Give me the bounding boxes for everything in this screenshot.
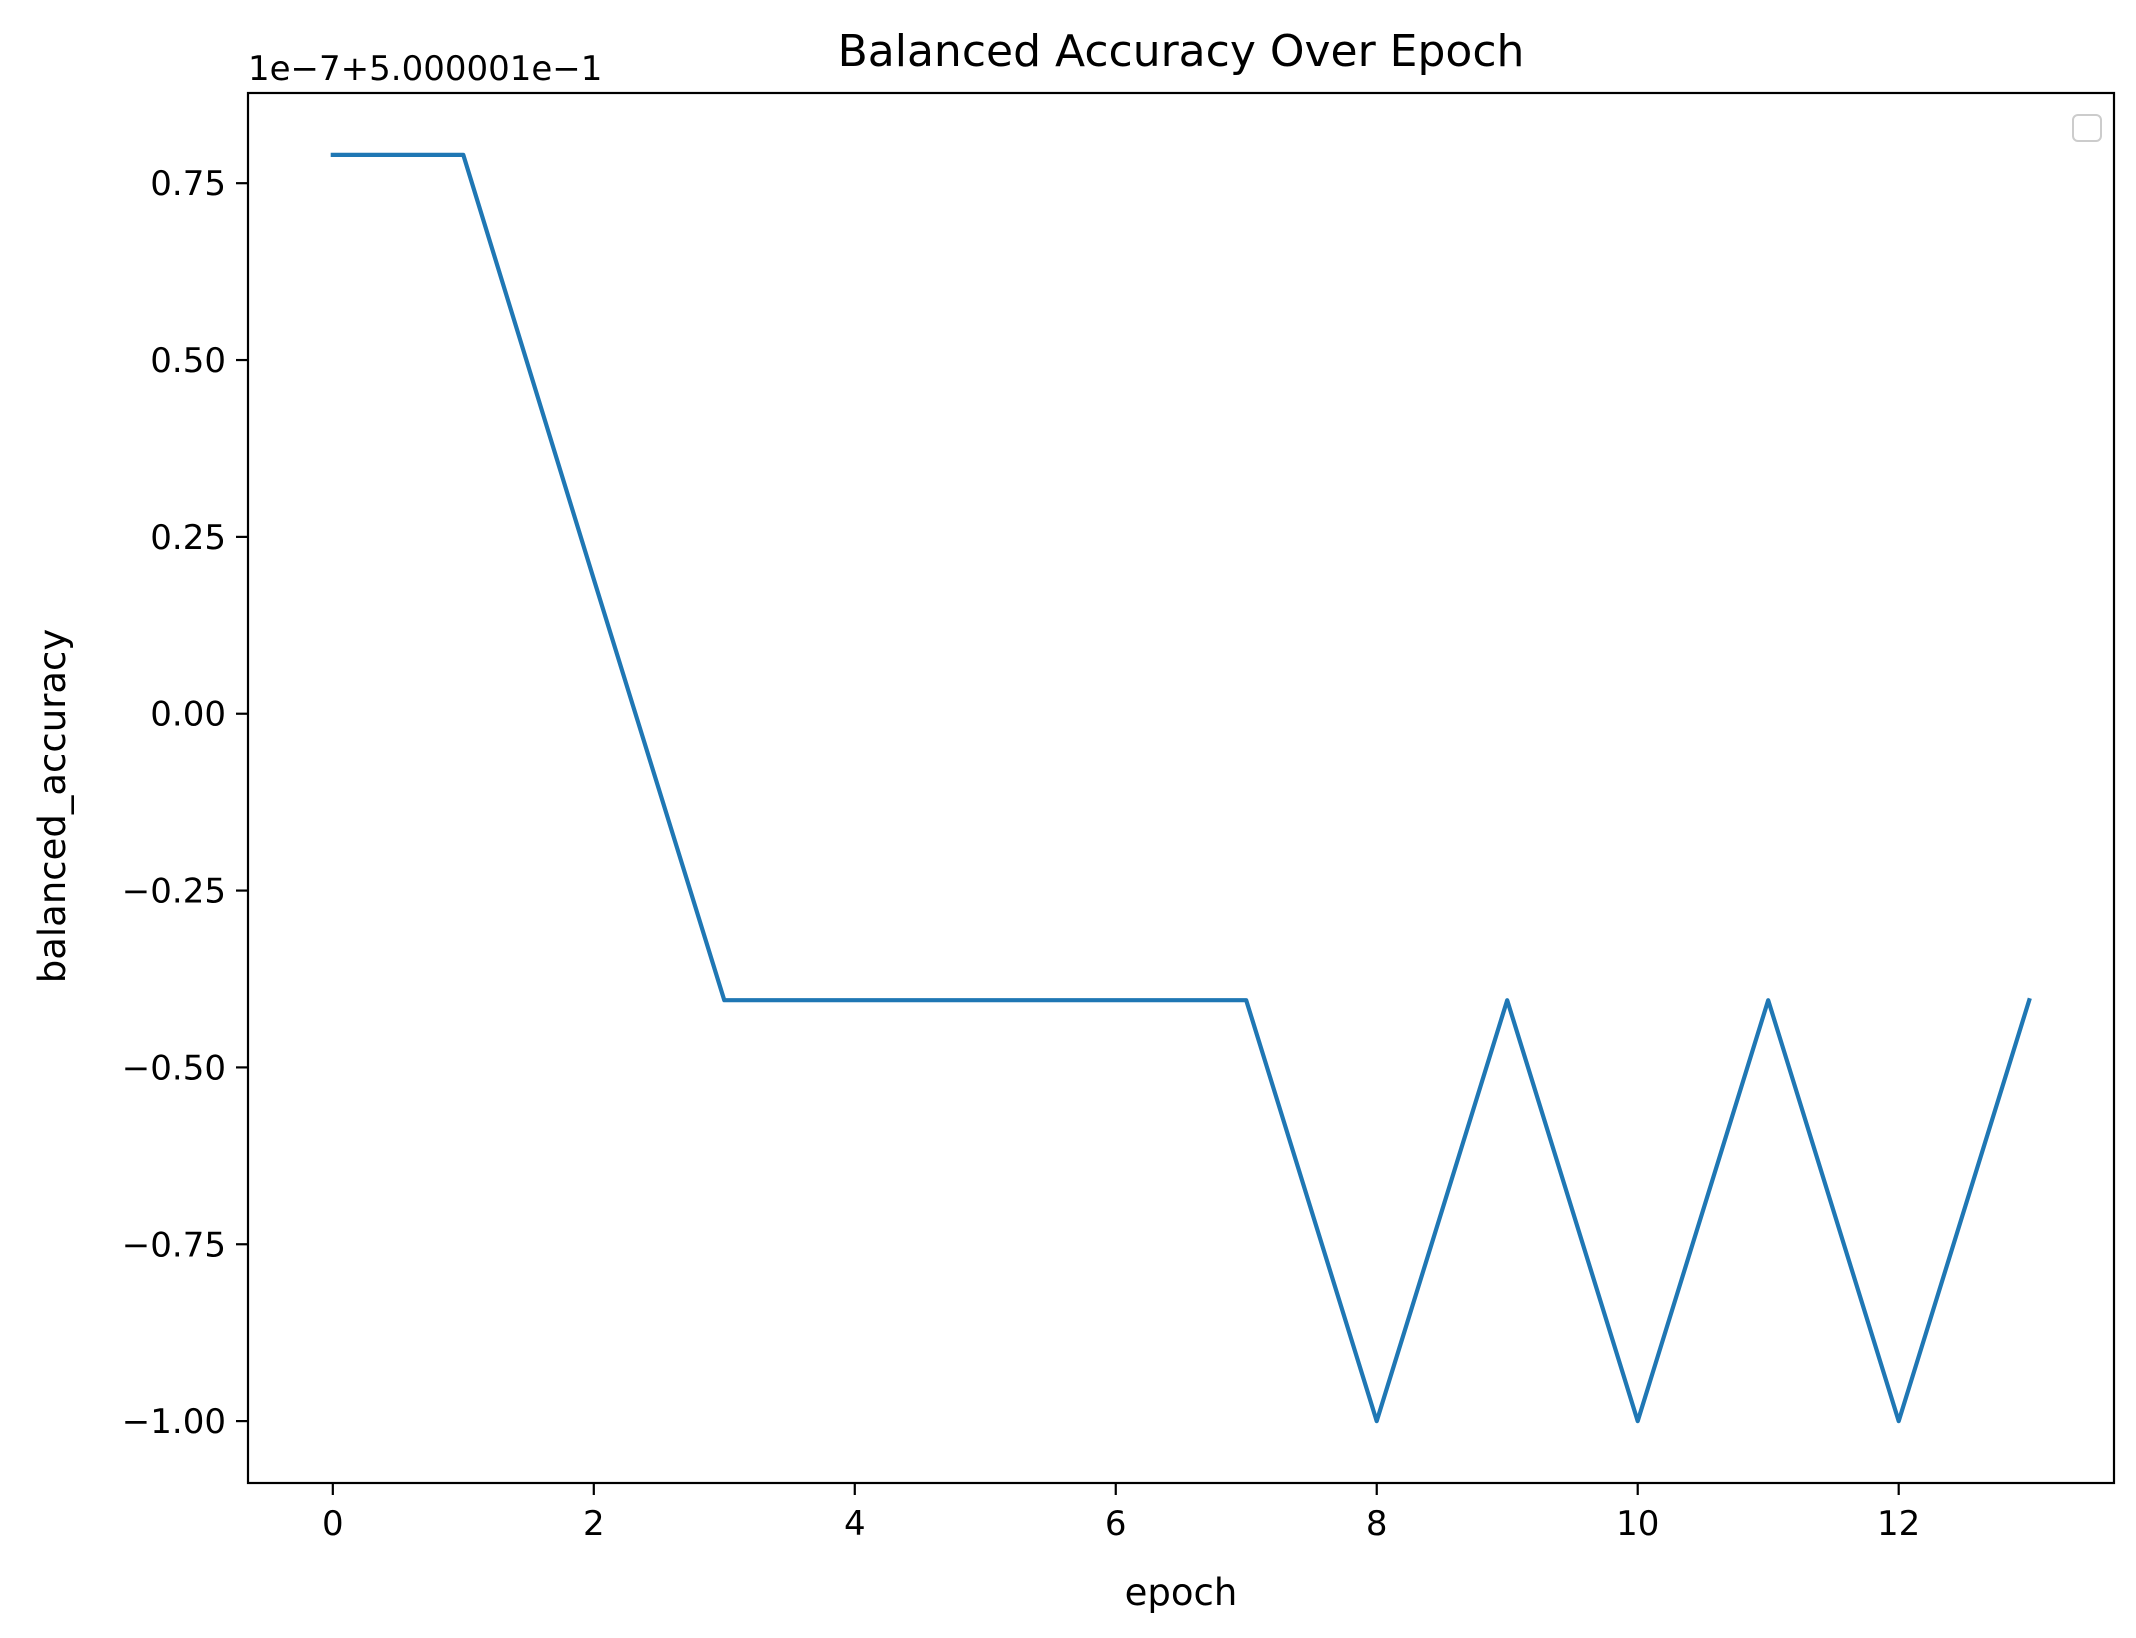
y-tick-label: −1.00 bbox=[122, 1402, 226, 1442]
x-tick-label: 10 bbox=[1616, 1504, 1659, 1544]
y-axis-offset-label: 1e−7+5.000001e−1 bbox=[248, 49, 602, 89]
x-tick-label: 12 bbox=[1877, 1504, 1920, 1544]
y-tick-label: 0.00 bbox=[150, 695, 226, 735]
x-tick-label: 4 bbox=[844, 1504, 866, 1544]
y-axis-label: balanced_accuracy bbox=[31, 629, 74, 984]
y-tick-label: −0.25 bbox=[122, 872, 226, 912]
y-tick-label: −0.50 bbox=[122, 1048, 226, 1088]
plot-area: 0 2 4 6 8 10 12 0.75 0.50 0.25 0.00 −0.25 −0.50 −0.75… bbox=[122, 91, 2116, 1544]
x-tick-label: 0 bbox=[322, 1504, 344, 1544]
x-tick-label: 6 bbox=[1105, 1504, 1127, 1544]
x-axis-label: epoch bbox=[1125, 1571, 1238, 1614]
y-tick-label: 0.50 bbox=[150, 341, 226, 381]
chart-title: Balanced Accuracy Over Epoch bbox=[838, 26, 1525, 77]
y-tick-label: 0.25 bbox=[150, 518, 226, 558]
x-tick-label: 2 bbox=[583, 1504, 605, 1544]
y-tick-label: −0.75 bbox=[122, 1225, 226, 1265]
axes-frame bbox=[246, 91, 2116, 1485]
y-tick-label: 0.75 bbox=[150, 164, 226, 204]
x-tick-label: 8 bbox=[1366, 1504, 1388, 1544]
legend-box bbox=[2072, 114, 2102, 142]
series-line-0 bbox=[330, 152, 2032, 1424]
